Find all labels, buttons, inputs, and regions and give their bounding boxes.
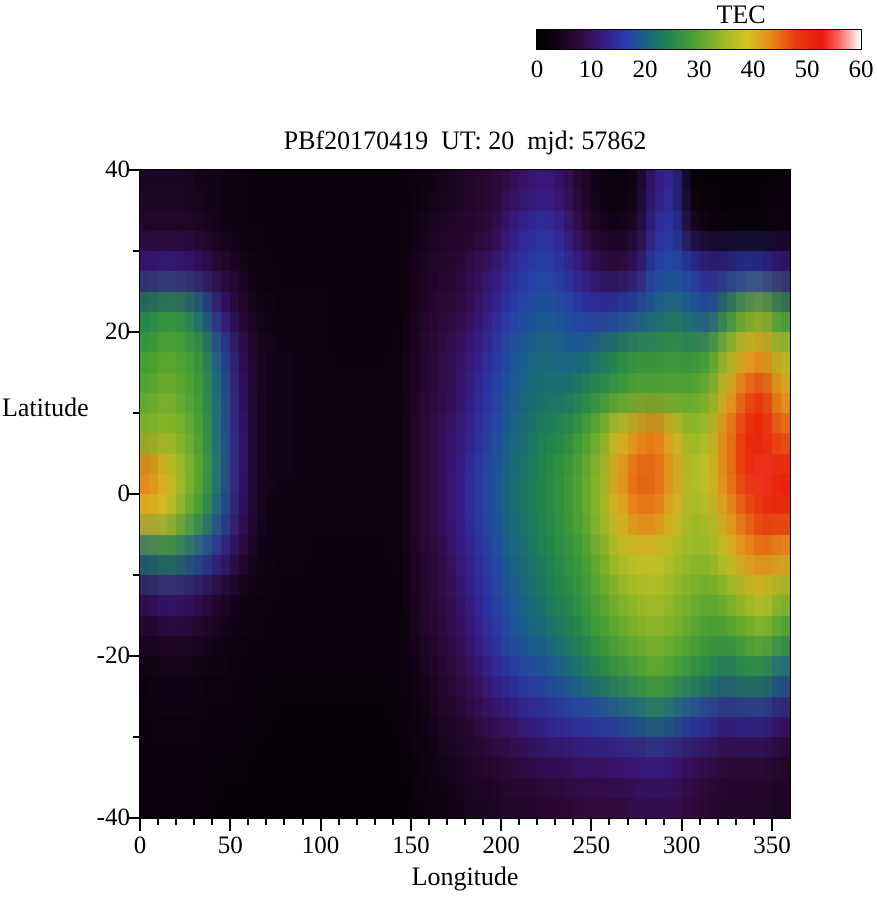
y-tick-label: 40 bbox=[105, 156, 130, 183]
y-axis-label: Latitude bbox=[2, 393, 89, 422]
plot-title: PBf20170419 UT: 20 mjd: 57862 bbox=[283, 126, 647, 155]
y-axis-major-tick bbox=[127, 493, 140, 495]
y-tick-label: 20 bbox=[105, 318, 130, 345]
y-axis-minor-tick bbox=[133, 574, 140, 576]
colorbar-tick-label: 60 bbox=[848, 56, 874, 83]
x-tick-label: 350 bbox=[753, 832, 791, 859]
colorbar-tick-label: 10 bbox=[578, 56, 604, 83]
y-axis-minor-tick bbox=[133, 736, 140, 738]
x-axis-major-tick bbox=[680, 818, 683, 831]
x-axis-minor-tick bbox=[301, 818, 304, 825]
x-axis-minor-tick bbox=[211, 818, 214, 825]
colorbar-tick-label: 30 bbox=[686, 56, 712, 83]
colorbar-gradient-canvas bbox=[537, 30, 861, 49]
x-axis-minor-tick bbox=[518, 818, 521, 825]
x-axis-minor-tick bbox=[464, 818, 466, 825]
y-axis-major-tick bbox=[127, 169, 140, 171]
x-axis-minor-tick bbox=[265, 818, 268, 825]
y-axis-minor-tick bbox=[133, 412, 140, 414]
x-axis-minor-tick bbox=[608, 818, 611, 825]
x-axis-minor-tick bbox=[445, 818, 448, 825]
x-axis-minor-tick bbox=[193, 818, 196, 825]
x-axis-minor-tick bbox=[752, 818, 755, 825]
y-tick-label: -40 bbox=[96, 804, 130, 831]
x-tick-label: 100 bbox=[301, 832, 340, 859]
y-axis-major-tick bbox=[127, 817, 140, 819]
x-axis-minor-tick bbox=[698, 818, 701, 825]
colorbar-title: TEC bbox=[716, 0, 766, 29]
colorbar-tick-label: 40 bbox=[740, 56, 766, 83]
y-axis-major-tick bbox=[127, 331, 140, 333]
x-axis-minor-tick bbox=[482, 818, 485, 825]
x-axis-minor-tick bbox=[644, 818, 647, 825]
x-tick-label: 200 bbox=[482, 832, 520, 859]
y-axis-major-tick bbox=[127, 655, 140, 657]
x-axis-minor-tick bbox=[734, 818, 737, 825]
x-axis-major-tick bbox=[229, 818, 232, 831]
x-axis-minor-tick bbox=[626, 818, 629, 825]
x-axis-minor-tick bbox=[283, 818, 286, 825]
x-axis-major-tick bbox=[139, 818, 141, 831]
x-tick-label: 50 bbox=[217, 832, 243, 859]
x-axis-minor-tick bbox=[355, 818, 358, 825]
x-axis-minor-tick bbox=[427, 818, 430, 825]
x-axis-minor-tick bbox=[391, 818, 394, 825]
x-axis-minor-tick bbox=[337, 818, 340, 825]
x-axis-minor-tick bbox=[716, 818, 719, 825]
x-axis-minor-tick bbox=[662, 818, 665, 825]
plot-frame bbox=[139, 169, 791, 819]
y-tick-label: 0 bbox=[117, 480, 131, 507]
x-axis-minor-tick bbox=[572, 818, 575, 825]
heatmap-canvas bbox=[140, 170, 790, 818]
x-tick-label: 0 bbox=[133, 832, 147, 859]
x-axis-minor-tick bbox=[536, 818, 539, 825]
x-tick-label: 150 bbox=[392, 832, 430, 859]
colorbar bbox=[536, 29, 862, 50]
x-axis-major-tick bbox=[770, 818, 773, 831]
x-axis-major-tick bbox=[500, 818, 503, 831]
x-axis-minor-tick bbox=[157, 818, 160, 825]
colorbar-tick-label: 20 bbox=[632, 56, 658, 83]
colorbar-tick-label: 0 bbox=[530, 56, 544, 83]
x-axis-minor-tick bbox=[373, 818, 376, 825]
colorbar-tick-label: 50 bbox=[794, 56, 820, 83]
x-axis-major-tick bbox=[590, 818, 593, 831]
x-axis-major-tick bbox=[319, 818, 322, 831]
x-tick-label: 250 bbox=[572, 832, 611, 859]
x-tick-label: 300 bbox=[662, 832, 701, 859]
x-axis-minor-tick bbox=[175, 818, 178, 825]
y-axis-minor-tick bbox=[133, 250, 140, 252]
x-axis-minor-tick bbox=[554, 818, 557, 825]
x-axis-label: Longitude bbox=[411, 862, 519, 891]
y-tick-label: -20 bbox=[96, 642, 130, 669]
x-axis-major-tick bbox=[409, 818, 412, 831]
x-axis-minor-tick bbox=[247, 818, 250, 825]
